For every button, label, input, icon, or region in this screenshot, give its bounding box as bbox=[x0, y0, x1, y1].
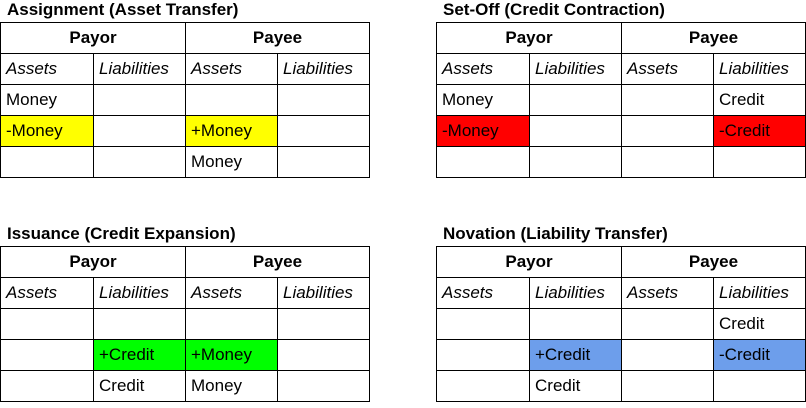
panel-title: Set-Off (Credit Contraction) bbox=[443, 0, 665, 19]
table-row: Credit bbox=[436, 308, 806, 340]
cell: Money bbox=[185, 370, 278, 402]
table-row bbox=[0, 308, 370, 340]
table-row: Money Credit bbox=[436, 84, 806, 116]
table-row bbox=[436, 146, 806, 178]
cell bbox=[277, 146, 370, 178]
cell: Credit bbox=[93, 370, 186, 402]
cell: Money bbox=[185, 146, 278, 178]
ledger-table: Payor Payee Assets Liabilities Assets Li… bbox=[0, 246, 370, 402]
column-header-assets: Assets bbox=[621, 277, 714, 309]
table-row: Credit Money bbox=[0, 370, 370, 402]
table-row: -Money +Money bbox=[0, 115, 370, 147]
panel-title: Issuance (Credit Expansion) bbox=[7, 224, 236, 243]
party-header-payee: Payee bbox=[185, 22, 370, 54]
table-row: -Money -Credit bbox=[436, 115, 806, 147]
party-header-payee: Payee bbox=[621, 22, 806, 54]
cell bbox=[185, 84, 278, 116]
column-header-liabilities: Liabilities bbox=[713, 53, 806, 85]
cell bbox=[0, 308, 94, 340]
column-header-assets: Assets bbox=[0, 53, 94, 85]
panel-assignment: Assignment (Asset Transfer) Payor Payee … bbox=[0, 0, 370, 178]
cell bbox=[0, 370, 94, 402]
panel-novation: Novation (Liability Transfer) Payor Paye… bbox=[436, 224, 806, 402]
party-header-payor: Payor bbox=[0, 246, 186, 278]
cell: Credit bbox=[713, 84, 806, 116]
party-header-payee: Payee bbox=[621, 246, 806, 278]
table-row: +Credit -Credit bbox=[436, 339, 806, 371]
column-header-assets: Assets bbox=[436, 277, 530, 309]
column-header-assets: Assets bbox=[436, 53, 530, 85]
column-header-assets: Assets bbox=[0, 277, 94, 309]
cell bbox=[621, 308, 714, 340]
ledger-table: Payor Payee Assets Liabilities Assets Li… bbox=[0, 22, 370, 178]
cell: -Money bbox=[0, 115, 94, 147]
table-row: +Credit +Money bbox=[0, 339, 370, 371]
cell bbox=[529, 308, 622, 340]
cell bbox=[713, 146, 806, 178]
cell bbox=[93, 308, 186, 340]
cell bbox=[436, 308, 530, 340]
panel-issuance: Issuance (Credit Expansion) Payor Payee … bbox=[0, 224, 370, 402]
cell bbox=[436, 339, 530, 371]
cell: +Money bbox=[185, 339, 278, 371]
cell bbox=[529, 84, 622, 116]
cell bbox=[93, 84, 186, 116]
table-row: Money bbox=[0, 146, 370, 178]
cell bbox=[93, 115, 186, 147]
cell: +Money bbox=[185, 115, 278, 147]
cell bbox=[0, 339, 94, 371]
cell bbox=[277, 339, 370, 371]
ledger-table: Payor Payee Assets Liabilities Assets Li… bbox=[436, 246, 806, 402]
cell: +Credit bbox=[93, 339, 186, 371]
cell bbox=[621, 370, 714, 402]
cell bbox=[436, 146, 530, 178]
table-row: Money bbox=[0, 84, 370, 116]
party-header-payor: Payor bbox=[0, 22, 186, 54]
cell bbox=[277, 84, 370, 116]
panel-set-off: Set-Off (Credit Contraction) Payor Payee… bbox=[436, 0, 806, 178]
party-header-payor: Payor bbox=[436, 22, 622, 54]
cell bbox=[529, 115, 622, 147]
cell: Credit bbox=[529, 370, 622, 402]
cell: Credit bbox=[713, 308, 806, 340]
column-header-liabilities: Liabilities bbox=[277, 277, 370, 309]
cell: Money bbox=[0, 84, 94, 116]
column-header-assets: Assets bbox=[185, 277, 278, 309]
cell bbox=[621, 339, 714, 371]
panel-title: Assignment (Asset Transfer) bbox=[7, 0, 239, 19]
cell bbox=[713, 370, 806, 402]
cell bbox=[185, 308, 278, 340]
column-header-liabilities: Liabilities bbox=[93, 277, 186, 309]
column-header-liabilities: Liabilities bbox=[93, 53, 186, 85]
cell bbox=[621, 146, 714, 178]
column-header-assets: Assets bbox=[185, 53, 278, 85]
cell: -Money bbox=[436, 115, 530, 147]
column-header-liabilities: Liabilities bbox=[529, 53, 622, 85]
cell bbox=[277, 115, 370, 147]
cell bbox=[621, 115, 714, 147]
cell: Money bbox=[436, 84, 530, 116]
table-row: Credit bbox=[436, 370, 806, 402]
cell: -Credit bbox=[713, 339, 806, 371]
cell: -Credit bbox=[713, 115, 806, 147]
ledger-table: Payor Payee Assets Liabilities Assets Li… bbox=[436, 22, 806, 178]
column-header-liabilities: Liabilities bbox=[529, 277, 622, 309]
column-header-assets: Assets bbox=[621, 53, 714, 85]
column-header-liabilities: Liabilities bbox=[277, 53, 370, 85]
cell bbox=[277, 370, 370, 402]
cell bbox=[529, 146, 622, 178]
cell bbox=[436, 370, 530, 402]
cell bbox=[93, 146, 186, 178]
column-header-liabilities: Liabilities bbox=[713, 277, 806, 309]
cell bbox=[277, 308, 370, 340]
cell bbox=[0, 146, 94, 178]
party-header-payor: Payor bbox=[436, 246, 622, 278]
cell: +Credit bbox=[529, 339, 622, 371]
cell bbox=[621, 84, 714, 116]
party-header-payee: Payee bbox=[185, 246, 370, 278]
panel-title: Novation (Liability Transfer) bbox=[443, 224, 668, 243]
